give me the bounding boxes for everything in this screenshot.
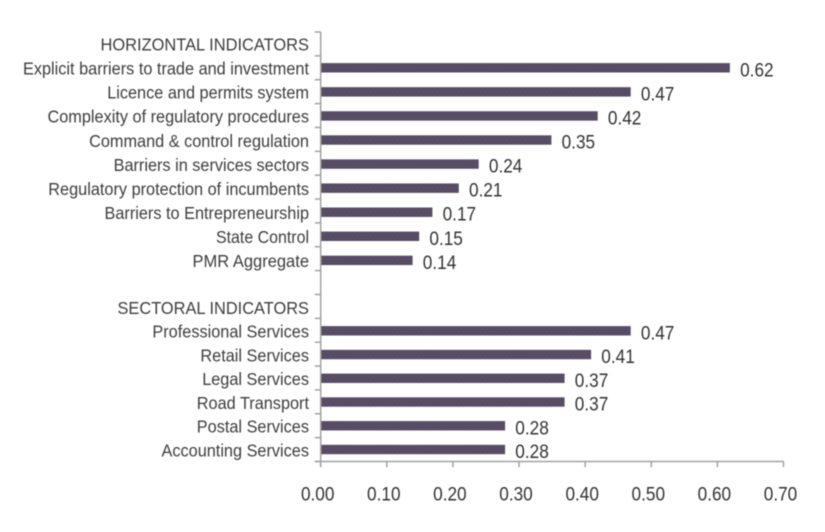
svg-text:Command & control regulation: Command & control regulation [89,131,309,151]
svg-text:0.35: 0.35 [562,132,596,154]
svg-text:Regulatory protection of incum: Regulatory protection of incumbents [48,179,309,199]
svg-text:0.60: 0.60 [698,484,732,506]
svg-text:Road Transport: Road Transport [197,393,309,413]
svg-text:0.42: 0.42 [608,107,642,129]
svg-text:Postal Services: Postal Services [197,417,309,437]
svg-text:0.30: 0.30 [499,484,533,506]
svg-text:0.37: 0.37 [575,370,609,392]
svg-text:0.28: 0.28 [515,441,549,463]
svg-text:0.14: 0.14 [423,252,457,274]
svg-text:SECTORAL INDICATORS: SECTORAL INDICATORS [118,298,310,318]
svg-text:0.00: 0.00 [301,484,335,506]
svg-text:Explicit barriers to trade and: Explicit barriers to trade and investmen… [23,59,309,79]
svg-text:0.37: 0.37 [575,394,609,416]
svg-text:Accounting Services: Accounting Services [162,440,310,460]
svg-text:0.47: 0.47 [641,322,675,344]
svg-text:0.47: 0.47 [641,83,675,105]
svg-text:Legal Services: Legal Services [202,369,309,389]
svg-text:State Control: State Control [216,227,309,247]
svg-text:0.40: 0.40 [565,484,599,506]
svg-text:PMR Aggregate: PMR Aggregate [193,251,310,271]
svg-text:HORIZONTAL INDICATORS: HORIZONTAL INDICATORS [101,35,310,55]
svg-text:0.15: 0.15 [429,228,463,250]
svg-text:Barriers to Entrepreneurship: Barriers to Entrepreneurship [105,203,310,223]
svg-text:0.20: 0.20 [433,484,467,506]
svg-text:0.62: 0.62 [740,59,774,81]
svg-text:Retail Services: Retail Services [200,345,309,365]
svg-text:0.17: 0.17 [443,204,477,226]
svg-text:0.28: 0.28 [515,417,549,439]
svg-text:Barriers in services sectors: Barriers in services sectors [114,155,309,175]
svg-text:0.21: 0.21 [469,180,503,202]
svg-text:0.10: 0.10 [367,484,401,506]
svg-text:0.41: 0.41 [601,346,635,368]
svg-text:Licence and permits system: Licence and permits system [107,83,309,103]
svg-text:0.24: 0.24 [489,156,523,178]
svg-text:Professional Services: Professional Services [152,322,309,342]
svg-text:0.50: 0.50 [632,484,666,506]
svg-text:Complexity of regulatory proce: Complexity of regulatory procedures [48,107,310,127]
svg-text:0.70: 0.70 [764,484,798,506]
